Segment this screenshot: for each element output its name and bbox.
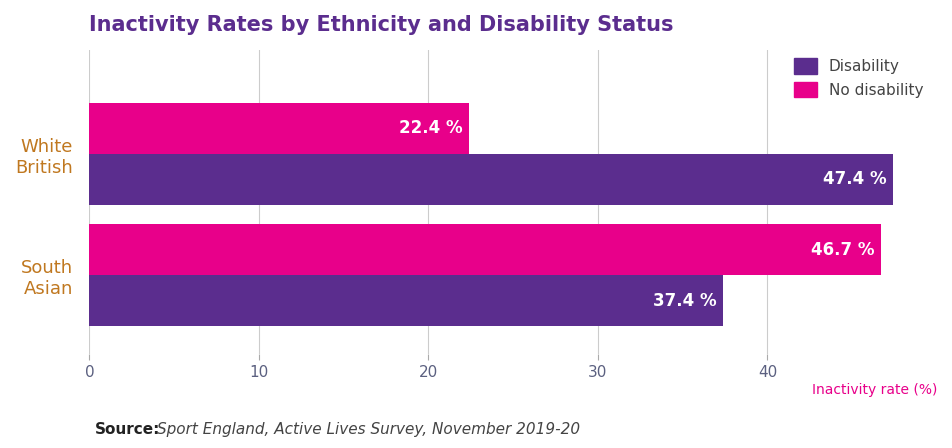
Text: Sport England, Active Lives Survey, November 2019-20: Sport England, Active Lives Survey, Nove… xyxy=(157,422,580,437)
Bar xyxy=(89,224,881,275)
Bar xyxy=(89,275,724,326)
Text: 37.4 %: 37.4 % xyxy=(653,292,717,310)
Text: 22.4 %: 22.4 % xyxy=(399,119,463,137)
Text: Inactivity Rates by Ethnicity and Disability Status: Inactivity Rates by Ethnicity and Disabi… xyxy=(89,15,674,35)
Text: 46.7 %: 46.7 % xyxy=(811,241,874,259)
X-axis label: Inactivity rate (%): Inactivity rate (%) xyxy=(812,383,937,397)
Bar xyxy=(89,154,893,205)
Text: 47.4 %: 47.4 % xyxy=(823,170,886,188)
Bar xyxy=(89,103,469,154)
Legend: Disability, No disability: Disability, No disability xyxy=(787,52,929,104)
Text: Source:: Source: xyxy=(95,422,161,437)
